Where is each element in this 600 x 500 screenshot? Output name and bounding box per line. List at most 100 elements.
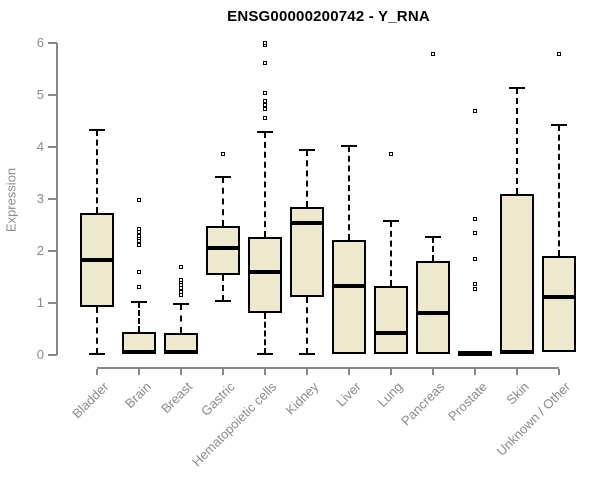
outlier-point	[556, 51, 561, 56]
x-tick	[348, 369, 350, 375]
x-tick	[222, 369, 224, 375]
x-category-label: Breast	[158, 379, 196, 417]
outlier-point	[136, 230, 141, 235]
boxplot-box	[332, 240, 366, 354]
y-tick-label: 2	[36, 243, 44, 258]
outlier-point	[262, 115, 267, 120]
upper-whisker-line	[348, 145, 350, 241]
outlier-point	[472, 230, 477, 235]
x-category-label: Gastric	[197, 379, 238, 419]
boxplot-box	[374, 285, 408, 354]
x-tick	[138, 369, 140, 375]
y-tick-label: 3	[36, 191, 44, 206]
outlier-point	[136, 270, 141, 275]
outlier-point	[136, 197, 141, 202]
median-line	[374, 331, 408, 336]
outlier-point	[136, 233, 141, 238]
lower-whisker-cap	[257, 352, 273, 355]
y-tick	[48, 42, 57, 44]
outlier-point	[136, 226, 141, 231]
outlier-point	[472, 282, 477, 287]
upper-whisker-cap	[173, 303, 189, 306]
y-tick	[48, 354, 57, 356]
x-category-label: Prostate	[444, 379, 490, 424]
x-axis-line	[97, 367, 559, 369]
upper-whisker-cap	[551, 123, 567, 126]
outlier-point	[472, 257, 477, 262]
upper-whisker-cap	[509, 87, 525, 90]
upper-whisker-line	[432, 236, 434, 261]
boxplot-box	[248, 237, 282, 314]
outlier-point	[430, 51, 435, 56]
y-tick-label: 1	[36, 295, 44, 310]
y-axis-line	[56, 43, 58, 355]
upper-whisker-line	[96, 129, 98, 214]
x-tick	[558, 369, 560, 375]
lower-whisker-cap	[215, 300, 231, 303]
upper-whisker-cap	[425, 235, 441, 238]
lower-whisker-cap	[89, 352, 105, 355]
outlier-point	[388, 152, 393, 157]
y-tick-label: 5	[36, 87, 44, 102]
outlier-point	[262, 90, 267, 95]
y-tick	[48, 198, 57, 200]
upper-whisker-cap	[341, 144, 357, 147]
y-tick	[48, 250, 57, 252]
lower-whisker-line	[264, 313, 266, 354]
outlier-point	[262, 107, 267, 112]
outlier-point	[472, 216, 477, 221]
outlier-point	[472, 109, 477, 114]
median-line	[122, 349, 156, 354]
outlier-point	[178, 265, 183, 270]
x-tick	[180, 369, 182, 375]
outlier-point	[178, 277, 183, 282]
lower-whisker-line	[96, 307, 98, 354]
x-category-label: Brain	[121, 379, 154, 412]
median-line	[332, 283, 366, 288]
y-tick-label: 6	[36, 35, 44, 50]
x-category-label: Unknown / Other	[494, 379, 574, 459]
upper-whisker-cap	[131, 300, 147, 303]
median-line	[248, 270, 282, 275]
lower-whisker-cap	[299, 352, 315, 355]
x-tick	[96, 369, 98, 375]
outlier-point	[262, 102, 267, 107]
upper-whisker-line	[264, 132, 266, 238]
boxplot-box	[206, 226, 240, 276]
outlier-point	[472, 286, 477, 291]
x-tick	[264, 369, 266, 375]
y-tick-label: 0	[36, 347, 44, 362]
x-tick	[432, 369, 434, 375]
upper-whisker-line	[390, 220, 392, 286]
boxplot-box	[416, 260, 450, 354]
upper-whisker-line	[180, 304, 182, 333]
outlier-point	[136, 284, 141, 289]
median-line	[542, 294, 576, 299]
median-line	[458, 351, 492, 356]
outlier-point	[136, 239, 141, 244]
x-tick	[474, 369, 476, 375]
outlier-point	[262, 98, 267, 103]
median-line	[80, 258, 114, 263]
upper-whisker-cap	[299, 148, 315, 151]
upper-whisker-cap	[215, 176, 231, 179]
outlier-point	[262, 40, 267, 45]
x-category-label: Liver	[333, 379, 364, 410]
x-category-label: Kidney	[282, 379, 322, 418]
median-line	[416, 310, 450, 315]
outlier-point	[220, 151, 225, 156]
x-tick	[390, 369, 392, 375]
upper-whisker-line	[138, 301, 140, 333]
lower-whisker-line	[222, 275, 224, 302]
x-category-label: Pancreas	[398, 379, 448, 429]
boxplot-box	[500, 194, 534, 354]
upper-whisker-cap	[383, 219, 399, 222]
x-category-label: Skin	[503, 379, 532, 408]
median-line	[164, 350, 198, 355]
y-tick	[48, 302, 57, 304]
median-line	[206, 245, 240, 250]
chart-title: ENSG00000200742 - Y_RNA	[227, 8, 430, 25]
x-tick	[516, 369, 518, 375]
